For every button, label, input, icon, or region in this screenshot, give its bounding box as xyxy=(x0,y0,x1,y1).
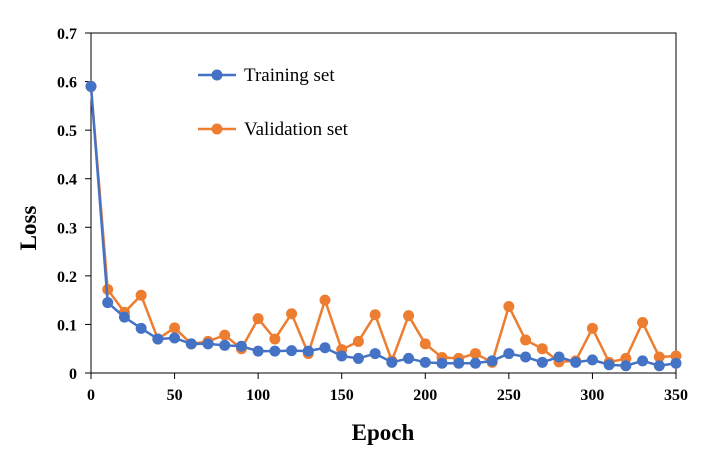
data-point xyxy=(319,342,331,354)
plot-area-frame xyxy=(90,32,677,374)
x-axis-ticks: 0 50 100 150 200 250 300 350 xyxy=(87,373,688,404)
data-point xyxy=(352,352,364,364)
data-point xyxy=(369,348,381,360)
data-point xyxy=(536,356,548,368)
x-tick-label: 100 xyxy=(246,387,270,404)
x-tick-label: 150 xyxy=(330,387,354,404)
data-point xyxy=(520,334,532,346)
data-point xyxy=(286,345,298,357)
x-tick-label: 0 xyxy=(87,387,95,404)
legend-label: Training set xyxy=(244,65,335,86)
data-point xyxy=(637,355,649,367)
legend-label: Validation set xyxy=(244,119,349,140)
legend: Training set Validation set xyxy=(198,65,349,140)
data-point xyxy=(102,297,114,309)
data-point xyxy=(653,360,665,372)
data-point xyxy=(503,300,515,312)
data-point xyxy=(202,338,214,350)
x-axis-title: Epoch xyxy=(352,420,415,445)
data-point xyxy=(536,343,548,355)
data-point xyxy=(469,348,481,360)
data-point xyxy=(252,313,264,325)
data-point xyxy=(135,289,147,301)
data-point xyxy=(269,345,281,357)
data-point xyxy=(403,352,415,364)
data-point xyxy=(185,338,197,350)
data-point xyxy=(403,310,415,322)
data-point xyxy=(135,322,147,334)
data-point xyxy=(219,339,231,351)
data-point xyxy=(336,350,348,362)
y-tick-label: 0.6 xyxy=(57,75,77,92)
data-point xyxy=(603,359,615,371)
legend-item: Validation set xyxy=(198,119,349,140)
data-point xyxy=(419,356,431,368)
data-point xyxy=(586,322,598,334)
y-tick-label: 0.7 xyxy=(57,26,77,43)
data-point xyxy=(269,333,281,345)
data-point xyxy=(637,316,649,328)
y-tick-label: 0.5 xyxy=(57,123,77,140)
data-point xyxy=(419,338,431,350)
x-tick-label: 50 xyxy=(167,387,183,404)
data-point xyxy=(352,335,364,347)
data-point xyxy=(620,360,632,372)
data-point xyxy=(469,357,481,369)
data-point xyxy=(586,354,598,366)
data-point xyxy=(670,357,682,369)
data-point xyxy=(553,351,565,363)
data-point xyxy=(219,329,231,341)
data-point xyxy=(653,351,665,363)
series-training-set xyxy=(85,80,682,372)
data-point xyxy=(453,357,465,369)
legend-item: Training set xyxy=(198,65,335,86)
y-axis-title: Loss xyxy=(16,206,41,251)
data-point xyxy=(85,80,97,92)
legend-marker xyxy=(211,69,223,81)
x-tick-label: 250 xyxy=(497,387,521,404)
data-point xyxy=(486,355,498,367)
data-point xyxy=(252,345,264,357)
x-tick-label: 300 xyxy=(580,387,604,404)
y-tick-label: 0 xyxy=(69,366,77,383)
data-point xyxy=(118,311,130,323)
data-point xyxy=(169,322,181,334)
series-layer xyxy=(85,80,682,372)
data-point xyxy=(436,357,448,369)
data-point xyxy=(152,333,164,345)
data-point xyxy=(520,351,532,363)
y-tick-label: 0.4 xyxy=(57,172,77,189)
legend-marker xyxy=(211,123,223,135)
data-point xyxy=(302,345,314,357)
y-tick-label: 0.1 xyxy=(57,317,77,334)
data-point xyxy=(503,348,515,360)
data-point xyxy=(235,340,247,352)
y-tick-label: 0.3 xyxy=(57,220,77,237)
data-point xyxy=(286,308,298,320)
data-point xyxy=(386,356,398,368)
data-point xyxy=(319,294,331,306)
data-point xyxy=(570,356,582,368)
x-tick-label: 200 xyxy=(413,387,437,404)
x-tick-label: 350 xyxy=(664,387,688,404)
y-tick-label: 0.2 xyxy=(57,269,77,286)
data-point xyxy=(369,309,381,321)
data-point xyxy=(169,332,181,344)
y-axis-ticks: 0 0.1 0.2 0.3 0.4 0.5 0.6 0.7 xyxy=(57,26,91,383)
